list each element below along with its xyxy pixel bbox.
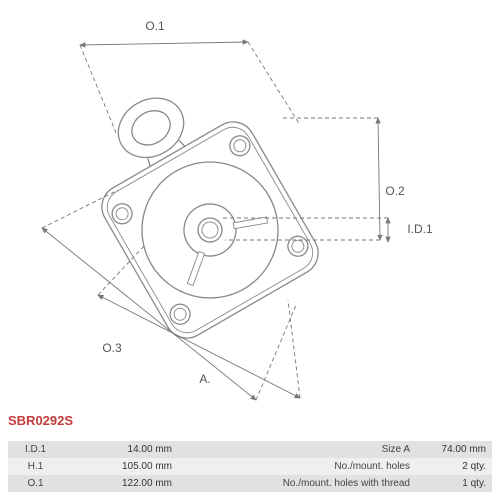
svg-text:O.1: O.1 — [145, 19, 165, 33]
spec-table: I.D.114.00 mmSize A74.00 mmH.1105.00 mmN… — [8, 441, 492, 492]
svg-text:I.D.1: I.D.1 — [407, 222, 433, 236]
svg-text:A.: A. — [199, 372, 210, 386]
svg-text:O.3: O.3 — [102, 341, 122, 355]
svg-text:O.2: O.2 — [385, 184, 405, 198]
table-row: I.D.114.00 mmSize A74.00 mm — [8, 441, 492, 458]
table-row: H.1105.00 mmNo./mount. holes2 qty. — [8, 458, 492, 475]
part-number: SBR0292S — [8, 413, 73, 428]
table-row: O.1122.00 mmNo./mount. holes with thread… — [8, 475, 492, 492]
technical-drawing: O.1 O.2 I.D.1 O.3 A. — [0, 0, 500, 415]
